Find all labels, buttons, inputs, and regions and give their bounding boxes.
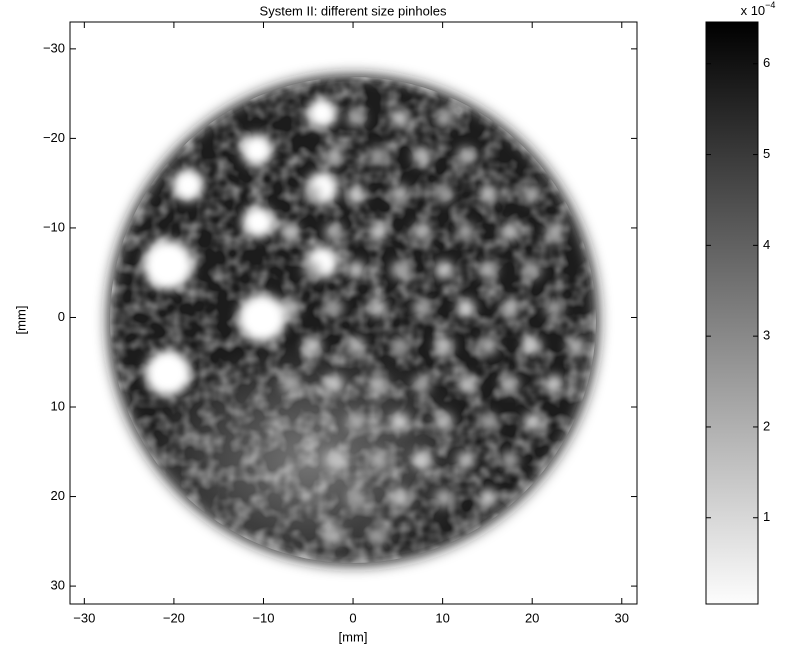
pinhole [545,223,563,241]
pinhole [545,299,563,317]
pinhole [413,223,431,241]
pinhole [413,375,431,393]
colorbar-tick-label: 6 [763,55,770,70]
pinhole [391,337,409,355]
pinhole [457,299,475,317]
pinhole [391,185,409,203]
pinhole [347,185,365,203]
colorbar-tick-label: 3 [763,328,770,343]
pinhole [435,489,453,507]
y-tick-label: 0 [58,309,65,324]
pinhole [523,337,541,355]
pinhole [413,147,431,165]
pinhole [435,413,453,431]
y-tick-label: −20 [43,130,65,145]
pinhole [457,223,475,241]
pinhole [369,147,387,165]
pinhole [347,337,365,355]
pinhole [501,375,519,393]
x-axis-label: [mm] [339,629,368,644]
pinhole [457,147,475,165]
pinhole [567,337,585,355]
pinhole [281,375,299,393]
scale-exponent: −4 [765,0,775,10]
pinhole [325,223,343,241]
pinhole [325,451,343,469]
pinhole [303,337,321,355]
colorbar-tick-label: 5 [763,146,770,161]
pinhole [413,451,431,469]
colorbar-tick-label: 1 [763,509,770,524]
pinhole [325,299,343,317]
x-tick-label: 0 [349,610,356,625]
pinhole [281,299,299,317]
pinhole [391,413,409,431]
x-tick-label: −10 [252,610,274,625]
pinhole [391,261,409,279]
scale-label: x 10 [741,3,766,18]
pinhole [325,375,343,393]
pinhole [479,337,497,355]
colorbar-scale: x 10−4 [741,0,776,18]
pinhole [479,489,497,507]
y-tick-label: 30 [51,578,65,593]
x-tick-label: 30 [615,610,629,625]
pinhole [435,185,453,203]
pinhole [369,375,387,393]
pinholes [143,98,585,545]
pinhole [347,489,365,507]
pinhole [545,375,563,393]
image [70,22,637,604]
pinhole [435,109,453,127]
pinhole [281,223,299,241]
pinhole [501,451,519,469]
texture [110,77,596,563]
y-tick-label: −10 [43,219,65,234]
pinhole [325,147,343,165]
y-axis-label: [mm] [13,306,28,335]
pinhole [347,413,365,431]
pinhole [369,299,387,317]
colorbar [705,21,759,605]
pinhole [435,261,453,279]
pinhole [501,223,519,241]
pinhole [523,413,541,431]
pinhole [523,261,541,279]
pinhole [501,299,519,317]
pinhole [479,185,497,203]
pinhole [391,489,409,507]
pinhole [303,261,321,279]
pinhole [369,223,387,241]
pinhole [347,109,365,127]
pinhole [435,337,453,355]
x-tick-label: −20 [163,610,185,625]
pinhole [369,451,387,469]
x-tick-label: 20 [525,610,539,625]
x-tick-label: 10 [435,610,449,625]
pinhole [303,185,321,203]
pinhole [369,527,387,545]
y-tick-label: 20 [51,488,65,503]
pinhole [479,413,497,431]
chart-title: System II: different size pinholes [260,3,447,18]
pinhole [457,375,475,393]
pinhole [523,185,541,203]
y-tick-label: 10 [51,398,65,413]
pinhole [457,451,475,469]
y-tick-label: −30 [43,40,65,55]
colorbar-tick-label: 4 [763,237,770,252]
pinhole [347,261,365,279]
colorbar-tick-label: 2 [763,418,770,433]
pinhole [479,261,497,279]
x-tick-label: −30 [73,610,95,625]
pinhole [391,109,409,127]
pinhole [413,299,431,317]
pinhole [325,527,343,545]
